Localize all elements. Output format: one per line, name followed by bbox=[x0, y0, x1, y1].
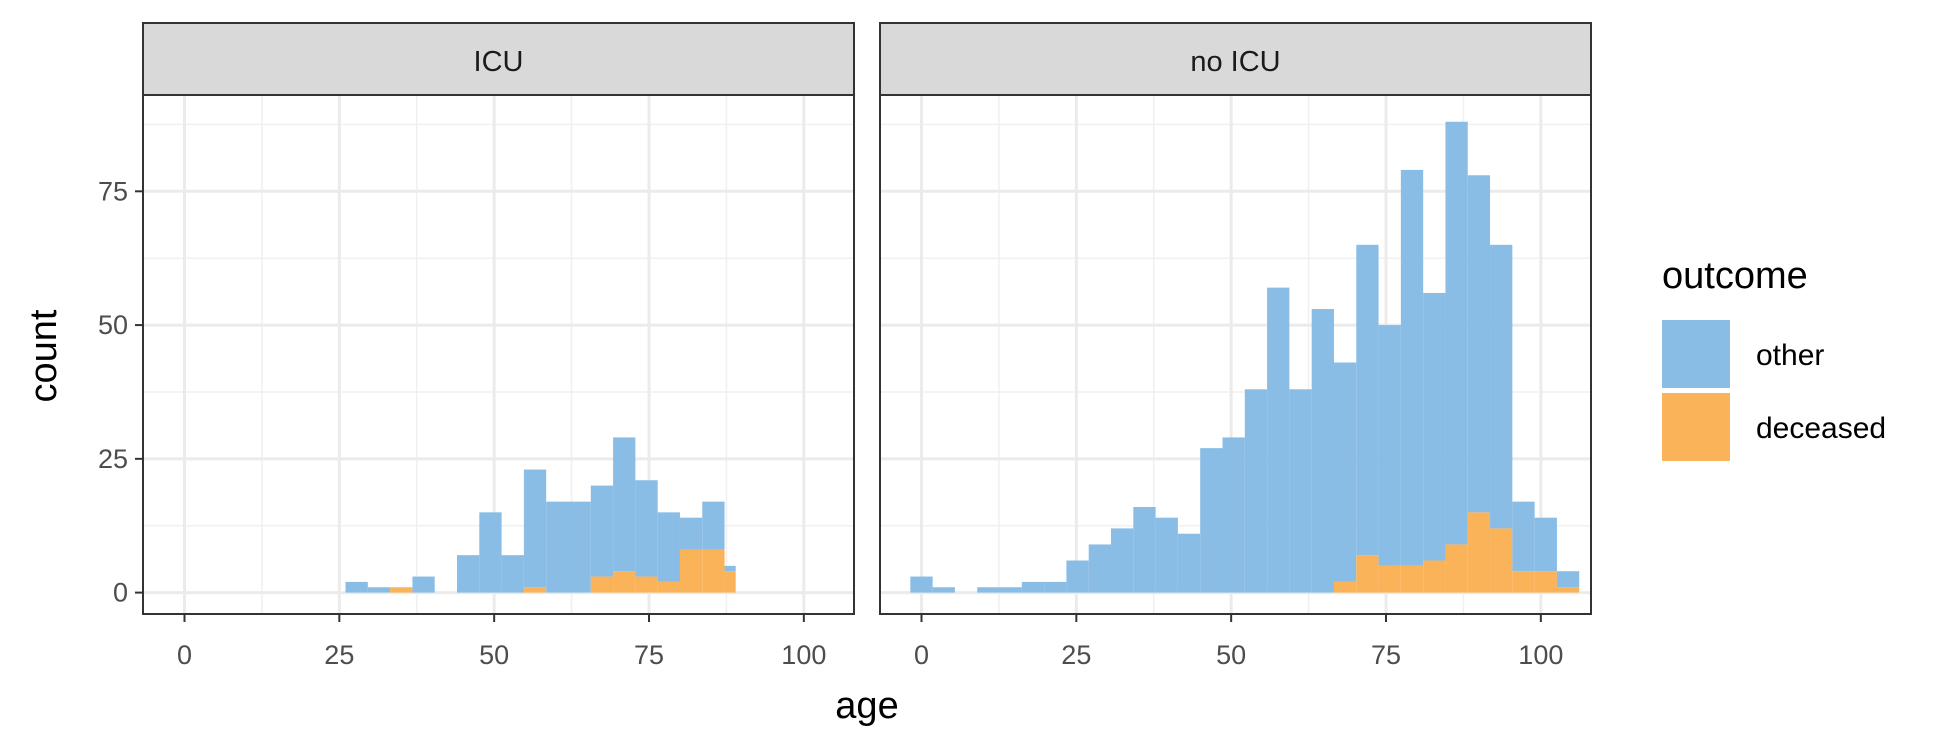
bar-other bbox=[1088, 544, 1112, 593]
bar-other bbox=[1467, 175, 1491, 513]
bar-deceased bbox=[1378, 565, 1401, 593]
bar-other bbox=[613, 437, 636, 572]
bar-other bbox=[1289, 389, 1312, 593]
facet-strip-label: ICU bbox=[474, 46, 524, 78]
bar-deceased bbox=[1490, 528, 1513, 593]
bar-other bbox=[1044, 581, 1067, 593]
bar-other bbox=[999, 587, 1022, 593]
legend-key-deceased bbox=[1662, 393, 1730, 461]
bar-deceased bbox=[702, 549, 725, 593]
bar-deceased bbox=[679, 549, 703, 593]
x-tick-label: 100 bbox=[1518, 640, 1563, 670]
bar-deceased bbox=[1356, 555, 1379, 593]
y-tick-label: 25 bbox=[98, 444, 128, 474]
panel-border bbox=[879, 94, 1592, 615]
bar-other bbox=[1200, 448, 1223, 593]
y-axis-title: count bbox=[23, 309, 65, 402]
bar-deceased bbox=[1467, 512, 1491, 593]
bar-other bbox=[702, 501, 725, 550]
bar-other bbox=[546, 501, 569, 593]
facet-strip-label: no ICU bbox=[1190, 46, 1280, 78]
bar-other bbox=[1155, 517, 1178, 593]
y-tick-label: 0 bbox=[113, 578, 128, 608]
bar-other bbox=[932, 587, 955, 593]
bar-deceased bbox=[613, 571, 636, 593]
y-tick-label: 50 bbox=[98, 310, 128, 340]
bar-other bbox=[1490, 244, 1513, 529]
bar-other bbox=[635, 480, 658, 577]
bar-other bbox=[1445, 121, 1468, 545]
bar-deceased bbox=[1400, 565, 1424, 593]
bar-other bbox=[657, 512, 680, 582]
facets-layer: ICU 0 25 50 75 100 0 25 50 75 no ICU 0 25 50 75 100 bbox=[98, 22, 1592, 670]
legend-label-other: other bbox=[1756, 339, 1824, 372]
bar-other bbox=[1356, 244, 1379, 556]
x-tick-label: 25 bbox=[324, 640, 354, 670]
bar-other bbox=[1311, 309, 1334, 593]
bar-deceased bbox=[1423, 560, 1446, 593]
x-tick-label: 75 bbox=[634, 640, 664, 670]
bar-deceased bbox=[724, 571, 736, 593]
bar-deceased bbox=[657, 581, 680, 593]
y-tick-label: 75 bbox=[98, 176, 128, 206]
bar-other bbox=[501, 555, 524, 593]
x-tick-label: 75 bbox=[1371, 640, 1401, 670]
bar-other bbox=[1222, 437, 1245, 593]
facet-panel-2: no ICU 0 25 50 75 100 bbox=[879, 22, 1592, 670]
bar-other bbox=[479, 512, 502, 593]
bar-other bbox=[1423, 292, 1446, 561]
bar-other bbox=[1111, 528, 1134, 593]
bar-other bbox=[367, 587, 391, 593]
bar-other bbox=[345, 581, 368, 593]
bar-other bbox=[1400, 169, 1424, 566]
x-tick-label: 0 bbox=[177, 640, 192, 670]
x-axis-title: age bbox=[835, 685, 898, 727]
x-tick-label: 50 bbox=[1216, 640, 1246, 670]
bar-other bbox=[1244, 389, 1268, 593]
panel-border bbox=[142, 94, 855, 615]
legend-key-other bbox=[1662, 320, 1730, 388]
bar-deceased bbox=[390, 587, 413, 593]
bar-deceased bbox=[1534, 571, 1557, 593]
facet-panel-1: ICU 0 25 50 75 100 0 25 50 75 bbox=[98, 22, 855, 670]
bar-other bbox=[1021, 581, 1045, 593]
bar-other bbox=[568, 501, 591, 593]
bar-other bbox=[1512, 501, 1535, 572]
bar-deceased bbox=[635, 576, 658, 593]
bar-other bbox=[1066, 560, 1089, 593]
bar-deceased bbox=[590, 576, 614, 593]
legend-entries: other deceased bbox=[1662, 320, 1886, 461]
x-tick-label: 25 bbox=[1061, 640, 1091, 670]
bar-deceased bbox=[523, 587, 547, 593]
bar-other bbox=[724, 565, 736, 572]
bar-other bbox=[1378, 325, 1401, 566]
bar-other bbox=[1534, 517, 1557, 572]
bar-other bbox=[457, 555, 480, 593]
bar-other bbox=[412, 576, 435, 593]
bar-other bbox=[1333, 362, 1357, 582]
bar-deceased bbox=[1333, 581, 1357, 593]
x-tick-label: 50 bbox=[479, 640, 509, 670]
bar-other bbox=[523, 469, 547, 588]
bar-other bbox=[1267, 287, 1290, 593]
x-tick-label: 0 bbox=[914, 640, 929, 670]
legend-label-deceased: deceased bbox=[1756, 412, 1886, 445]
bar-other bbox=[1556, 571, 1580, 588]
bar-other bbox=[679, 517, 703, 550]
bar-other bbox=[977, 587, 1000, 593]
bar-other bbox=[1133, 506, 1156, 593]
bar-other bbox=[1177, 533, 1201, 593]
legend: outcome other deceased bbox=[1662, 255, 1886, 461]
x-tick-label: 100 bbox=[781, 640, 826, 670]
bar-deceased bbox=[1445, 544, 1468, 593]
facet-strip bbox=[142, 22, 855, 96]
bar-deceased bbox=[1512, 571, 1535, 593]
bar-other bbox=[910, 576, 933, 593]
bar-other bbox=[590, 485, 614, 577]
legend-title: outcome bbox=[1662, 255, 1808, 297]
bar-deceased bbox=[1556, 587, 1580, 593]
